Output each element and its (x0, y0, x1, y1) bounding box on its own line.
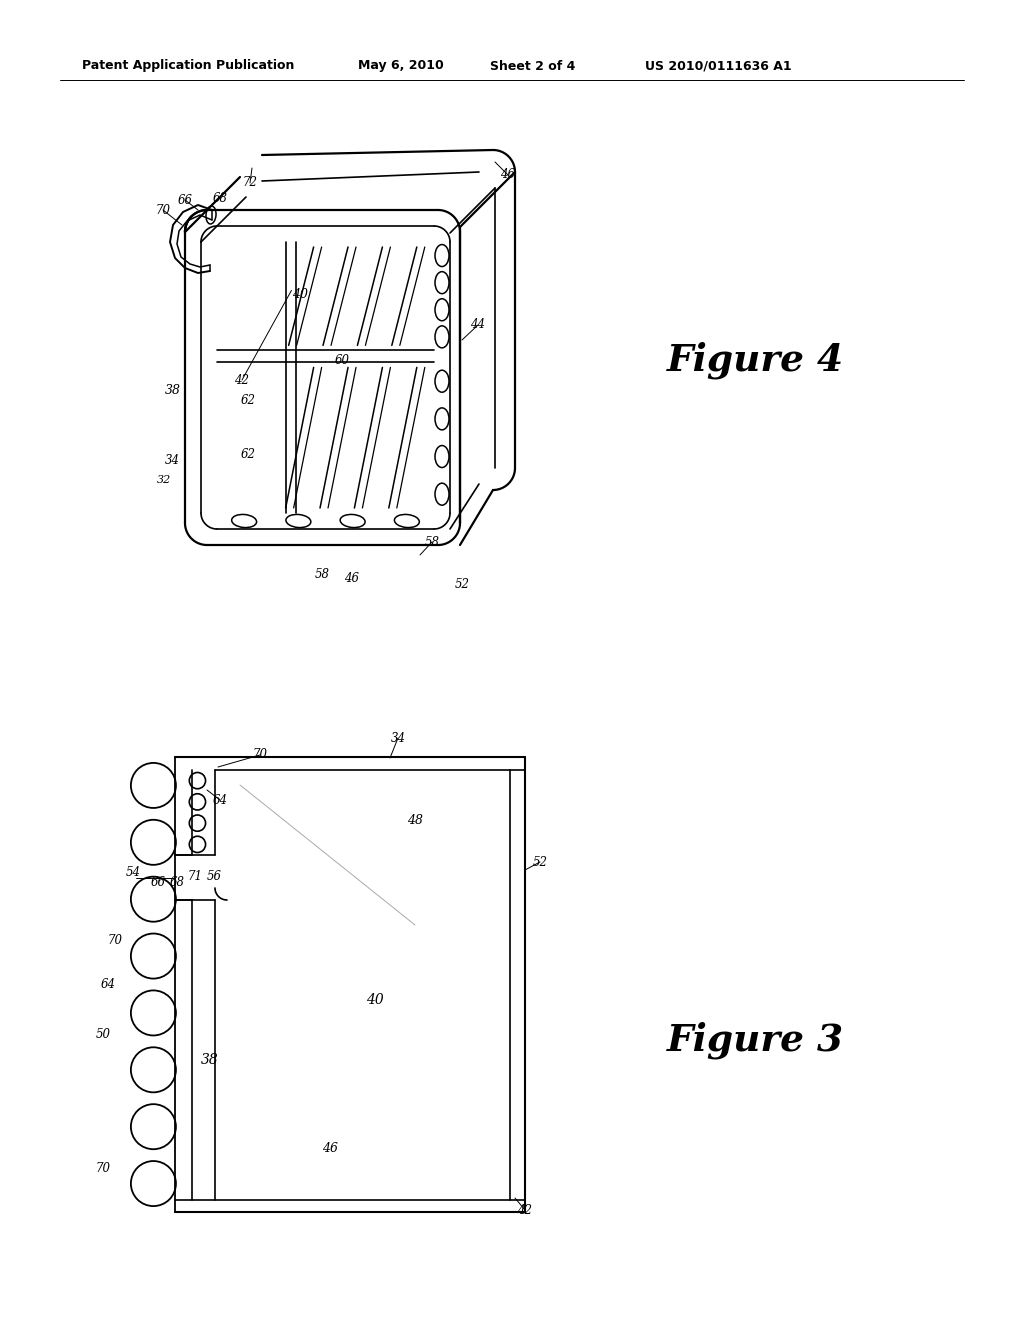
Text: 34: 34 (165, 454, 179, 466)
Text: 66: 66 (151, 875, 166, 888)
Text: Sheet 2 of 4: Sheet 2 of 4 (490, 59, 575, 73)
Text: 72: 72 (243, 177, 257, 190)
Text: 38: 38 (201, 1053, 219, 1067)
Text: 70: 70 (108, 933, 123, 946)
Text: Figure 3: Figure 3 (667, 1022, 844, 1059)
Text: 48: 48 (407, 813, 423, 826)
Text: 58: 58 (425, 536, 439, 549)
Text: 64: 64 (100, 978, 116, 991)
Text: 50: 50 (95, 1028, 111, 1041)
Text: 52: 52 (455, 578, 469, 591)
Text: US 2010/0111636 A1: US 2010/0111636 A1 (645, 59, 792, 73)
Text: 62: 62 (241, 393, 256, 407)
Text: May 6, 2010: May 6, 2010 (358, 59, 443, 73)
Text: 46: 46 (501, 169, 515, 181)
Text: 68: 68 (213, 191, 227, 205)
Text: 58: 58 (314, 568, 330, 581)
Text: Figure 4: Figure 4 (667, 342, 844, 379)
Text: 32: 32 (157, 475, 171, 484)
Text: 46: 46 (322, 1142, 338, 1155)
Text: 34: 34 (390, 731, 406, 744)
Text: 70: 70 (95, 1162, 111, 1175)
Text: 52: 52 (532, 855, 548, 869)
Text: 40: 40 (292, 289, 308, 301)
Text: 40: 40 (367, 993, 384, 1007)
Text: 54: 54 (126, 866, 140, 879)
Text: 44: 44 (470, 318, 485, 331)
Text: 46: 46 (344, 572, 359, 585)
Text: Patent Application Publication: Patent Application Publication (82, 59, 294, 73)
Text: 42: 42 (517, 1204, 532, 1217)
Text: 38: 38 (165, 384, 181, 396)
Text: 42: 42 (234, 374, 250, 387)
Text: 66: 66 (177, 194, 193, 206)
Text: 70: 70 (156, 203, 171, 216)
Text: 70: 70 (253, 748, 267, 762)
Text: 62: 62 (241, 449, 256, 462)
Text: 68: 68 (170, 875, 184, 888)
Text: 71: 71 (187, 870, 203, 883)
Text: 60: 60 (335, 354, 349, 367)
Text: 56: 56 (207, 870, 221, 883)
Text: 64: 64 (213, 793, 227, 807)
